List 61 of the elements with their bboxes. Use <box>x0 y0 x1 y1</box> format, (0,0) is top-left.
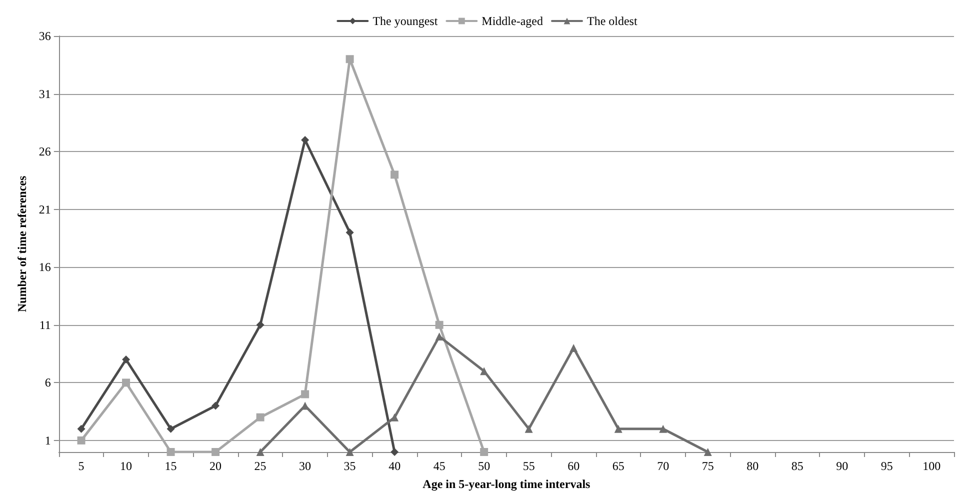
legend-label: The oldest <box>586 14 638 28</box>
point <box>122 356 130 364</box>
point <box>346 228 354 236</box>
point <box>570 344 578 352</box>
x-tick-label: 55 <box>522 459 535 473</box>
x-tick-label: 40 <box>388 459 401 473</box>
x-tick-label: 80 <box>746 459 759 473</box>
point <box>212 402 220 410</box>
x-tick-label: 90 <box>836 459 848 473</box>
point <box>346 448 354 456</box>
y-tick-label: 1 <box>44 433 51 448</box>
point <box>390 170 399 179</box>
x-tick-label: 50 <box>478 459 490 473</box>
x-tick-label: 100 <box>922 459 941 473</box>
point <box>435 320 444 329</box>
point <box>346 55 354 64</box>
point <box>166 424 175 433</box>
y-tick-label: 26 <box>38 144 51 159</box>
point <box>435 332 444 340</box>
x-tick-label: 35 <box>344 459 356 473</box>
y-tick-label: 16 <box>38 260 51 274</box>
x-tick-label: 75 <box>702 459 714 473</box>
point <box>390 413 399 422</box>
point <box>480 448 488 456</box>
x-tick-label: 25 <box>254 459 266 473</box>
point <box>390 448 399 456</box>
x-tick-label: 10 <box>120 459 132 473</box>
point <box>704 448 712 456</box>
legend-label: Middle-aged <box>482 14 543 28</box>
x-tick-label: 20 <box>210 459 222 473</box>
point <box>122 378 130 387</box>
y-tick-label: 21 <box>38 202 51 216</box>
y-tick-label: 36 <box>38 29 51 43</box>
point <box>256 413 264 422</box>
x-tick-label: 30 <box>299 459 312 473</box>
x-tick-label: 5 <box>78 459 84 473</box>
x-tick-label: 70 <box>657 459 670 473</box>
x-tick-label: 60 <box>568 459 580 473</box>
x-tick-label: 85 <box>791 459 804 473</box>
y-tick-label: 31 <box>38 86 51 101</box>
point <box>301 136 310 144</box>
point <box>212 448 220 456</box>
point <box>659 424 668 433</box>
point <box>480 367 488 376</box>
y-tick-label: 6 <box>44 376 51 390</box>
x-axis-title: Age in 5-year-long time intervals <box>422 477 591 491</box>
legend-label: The youngest <box>372 14 438 28</box>
x-tick-label: 15 <box>164 459 177 473</box>
point <box>256 320 264 329</box>
y-axis-title: Number of time references <box>15 176 29 312</box>
point <box>166 448 175 456</box>
point <box>77 424 86 433</box>
x-tick-label: 95 <box>880 459 893 473</box>
y-tick-label: 11 <box>39 318 51 332</box>
point <box>524 424 533 433</box>
x-tick-label: 65 <box>612 459 624 473</box>
point <box>77 436 86 444</box>
point <box>301 390 310 398</box>
point <box>256 448 264 456</box>
x-tick-label: 45 <box>433 459 446 473</box>
point <box>614 424 622 433</box>
